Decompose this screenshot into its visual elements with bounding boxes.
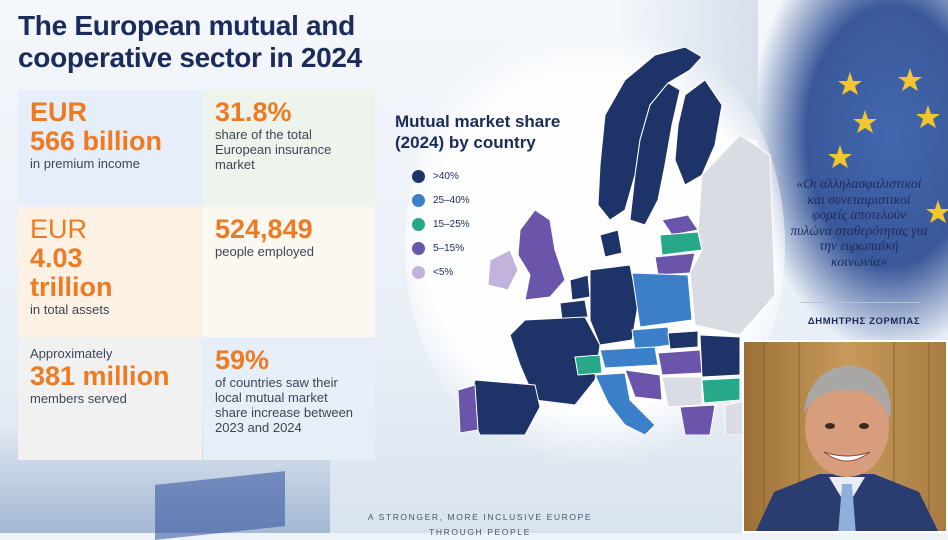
map-region-bulgaria <box>701 377 741 404</box>
tagline: A STRONGER, MORE INCLUSIVE EUROPE THROUG… <box>340 510 620 540</box>
map-title-line-2: (2024) by country <box>395 133 536 152</box>
tagline-line-1: A STRONGER, MORE INCLUSIVE EUROPE <box>367 512 593 522</box>
map-legend-title: Mutual market share (2024) by country <box>395 111 560 153</box>
premium-caption: in premium income <box>30 156 140 171</box>
increase-value: 59% <box>215 345 270 375</box>
legend-label: <5% <box>433 266 454 278</box>
stat-card-market-share: 31.8% share of the total European insura… <box>203 90 375 206</box>
map-region-east-nodata <box>689 134 776 336</box>
legend-swatch <box>412 241 425 255</box>
portrait-photo <box>742 340 948 533</box>
legend-label: 15–25% <box>433 218 470 230</box>
stat-card-increase: 59% of countries saw their local mutual … <box>203 338 375 460</box>
map-region-germany <box>589 264 639 346</box>
stat-card-assets: EUR 4.03 trillion in total assets <box>18 207 202 337</box>
quote-text: «Oι αλληλασφαλιστικοί και συνεταιριστικο… <box>790 176 928 269</box>
assets-currency: EUR <box>30 214 88 244</box>
eu-flag-backdrop <box>758 0 948 340</box>
employed-caption: people employed <box>215 244 315 259</box>
legend-swatch <box>412 193 425 207</box>
quote-author: ΔΗΜΗΤΡΗΣ ΖΟΡΜΠΑΣ <box>807 316 921 327</box>
legend-label: >40% <box>433 170 459 182</box>
stat-card-members: Approximately 381 million members served <box>18 338 202 460</box>
map-region-austria <box>599 346 659 369</box>
share-caption: share of the total European insurance ma… <box>215 127 332 172</box>
map-region-uk <box>517 209 566 301</box>
members-value: 381 million <box>30 361 170 391</box>
legend-label: 25–40% <box>433 194 470 206</box>
map-region-balkans-nodata <box>661 376 703 408</box>
assets-value: 4.03 <box>30 243 83 273</box>
map-region-switzerland <box>574 354 603 376</box>
map-region-ireland <box>487 249 519 291</box>
eu-stars-icon <box>828 68 948 223</box>
map-region-spain <box>467 379 541 435</box>
map-region-belgium <box>559 299 589 321</box>
legend-item: 5–15% <box>412 236 470 260</box>
legend-item: 25–40% <box>412 188 470 212</box>
map-region-latvia <box>659 231 703 256</box>
map-region-sweden <box>629 82 681 226</box>
legend-swatch <box>412 265 425 279</box>
assets-caption: in total assets <box>30 302 110 317</box>
title-line-1: The European mutual and <box>18 10 355 41</box>
map-region-slovakia <box>667 330 699 350</box>
map-legend: >40% 25–40% 15–25% 5–15% <5% <box>412 164 470 284</box>
increase-caption: of countries saw their local mutual mark… <box>215 375 354 435</box>
members-prefix: Approximately <box>30 346 113 361</box>
map-region-slovenia-croatia <box>624 369 663 401</box>
map-region-czechia <box>631 326 671 351</box>
europe-map <box>457 46 780 435</box>
employed-value: 524,849 <box>215 214 313 244</box>
share-value: 31.8% <box>215 97 292 127</box>
title-line-2: cooperative sector in 2024 <box>18 42 362 73</box>
stat-card-premium: EUR 566 billion in premium income <box>18 90 202 206</box>
map-region-romania <box>699 334 741 378</box>
quote-divider <box>800 302 920 303</box>
map-region-france <box>509 316 601 406</box>
legend-swatch <box>412 217 425 231</box>
legend-item: >40% <box>412 164 470 188</box>
map-region-poland <box>631 272 693 328</box>
map-region-hungary <box>657 349 703 376</box>
map-region-portugal <box>457 384 479 434</box>
map-region-netherlands <box>569 274 591 301</box>
map-region-greece <box>679 404 716 435</box>
stat-card-employment: 524,849 people employed <box>203 207 375 337</box>
premium-value: 566 billion <box>30 126 163 156</box>
legend-swatch <box>412 169 425 183</box>
members-caption: members served <box>30 391 127 406</box>
map-region-lithuania <box>654 252 696 276</box>
legend-item: 15–25% <box>412 212 470 236</box>
legend-item: <5% <box>412 260 470 284</box>
map-region-italy <box>594 372 656 435</box>
map-region-denmark <box>599 229 623 258</box>
legend-label: 5–15% <box>433 242 465 254</box>
premium-currency: EUR <box>30 97 88 127</box>
tagline-line-2: THROUGH PEOPLE <box>429 527 531 537</box>
map-title-line-1: Mutual market share <box>395 112 561 131</box>
assets-unit: trillion <box>30 272 113 302</box>
page-title: The European mutual and cooperative sect… <box>18 10 362 74</box>
portrait-illustration <box>744 342 946 531</box>
